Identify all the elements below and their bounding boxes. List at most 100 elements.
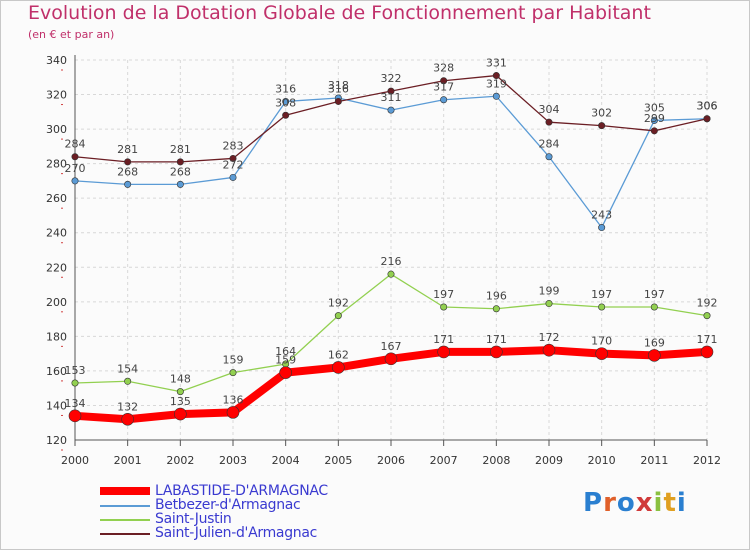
- data-point-betbezer-d-armagnac-2010: [598, 224, 606, 232]
- y-tick-label-220: 220: [46, 261, 67, 274]
- axes: 120 140 160 180 200 220 240 260 280 300 320 340 2000…: [46, 54, 721, 467]
- data-label-saint-justin-2001: 154: [117, 362, 138, 375]
- y-tick-label-280: 280: [46, 158, 67, 171]
- data-point-labastide-d-armagnac-2003: [226, 406, 240, 419]
- data-label-saint-julien-d-armagnac-2009: 304: [539, 103, 560, 116]
- data-label-labastide-d-armagnac-2010: 170: [591, 335, 612, 348]
- data-point-saint-justin-2006: [387, 270, 395, 278]
- data-point-saint-justin-2005: [334, 312, 342, 320]
- legend-swatch-betbezer: [100, 505, 150, 507]
- data-label-labastide-d-armagnac-2002: 135: [170, 395, 191, 408]
- data-label-labastide-d-armagnac-2011: 169: [644, 336, 665, 349]
- data-label-saint-julien-d-armagnac-2011: 299: [644, 112, 665, 125]
- data-point-saint-justin-2007: [440, 303, 448, 311]
- x-tick-label-2012: 2012: [693, 454, 721, 467]
- data-point-labastide-d-armagnac-2000: [68, 409, 82, 423]
- data-label-saint-justin-2009: 199: [539, 285, 560, 298]
- logo-letter: i: [653, 488, 664, 518]
- legend-swatch-labastide: [100, 487, 150, 495]
- data-label-saint-julien-d-armagnac-2003: 283: [223, 139, 244, 152]
- y-tick-label-240: 240: [46, 227, 67, 240]
- data-point-betbezer-d-armagnac-2004: [282, 97, 290, 105]
- data-point-betbezer-d-armagnac-2000: [71, 177, 79, 185]
- data-label-betbezer-d-armagnac-2002: 268: [170, 165, 191, 178]
- data-point-saint-justin-2011: [650, 303, 658, 311]
- data-label-saint-julien-d-armagnac-2007: 328: [433, 62, 454, 75]
- data-label-betbezer-d-armagnac-2008: 319: [486, 77, 507, 90]
- data-point-labastide-d-armagnac-2005: [332, 361, 345, 374]
- data-label-saint-justin-2004: 164: [275, 345, 296, 358]
- data-label-saint-julien-d-armagnac-2001: 281: [117, 143, 138, 156]
- legend-label-saint-julien: Saint-Julien-d'Armagnac: [155, 525, 318, 541]
- data-point-saint-justin-2002: [176, 388, 184, 396]
- logo-letter: t: [663, 488, 677, 518]
- y-tick-label-300: 300: [46, 123, 67, 136]
- data-point-labastide-d-armagnac-2004: [279, 366, 292, 379]
- data-point-saint-julien-d-armagnac-2006: [387, 87, 395, 95]
- logo-letter: x: [635, 488, 654, 518]
- data-point-betbezer-d-armagnac-2002: [176, 180, 184, 188]
- data-point-labastide-d-armagnac-2002: [174, 407, 187, 421]
- legend-label-saint-justin: Saint-Justin: [155, 511, 232, 527]
- data-point-saint-julien-d-armagnac-2000: [71, 153, 79, 161]
- chart-title: Evolution de la Dotation Globale de Fonc…: [28, 2, 651, 24]
- legend-swatch-saint-julien: [100, 533, 150, 535]
- x-tick-label-2000: 2000: [61, 454, 89, 467]
- data-point-labastide-d-armagnac-2006: [384, 352, 398, 366]
- legend-swatch-saint-justin: [100, 519, 150, 521]
- data-point-saint-justin-2009: [545, 300, 553, 308]
- data-point-betbezer-d-armagnac-2009: [545, 153, 553, 161]
- data-label-labastide-d-armagnac-2005: 162: [328, 348, 349, 361]
- data-label-betbezer-d-armagnac-2004: 316: [275, 82, 296, 95]
- data-point-labastide-d-armagnac-2008: [490, 345, 503, 359]
- data-point-saint-justin-2000: [71, 379, 79, 387]
- data-point-betbezer-d-armagnac-2001: [124, 180, 132, 188]
- data-label-labastide-d-armagnac-2012: 171: [697, 333, 718, 346]
- logo-letter: r: [603, 488, 617, 518]
- data-point-saint-julien-d-armagnac-2011: [650, 127, 658, 135]
- data-label-betbezer-d-armagnac-2001: 268: [117, 165, 138, 178]
- x-tick-label-2008: 2008: [482, 454, 510, 467]
- y-tick-label-200: 200: [46, 296, 67, 309]
- x-tick-label-2007: 2007: [430, 454, 458, 467]
- data-point-labastide-d-armagnac-2001: [121, 412, 134, 426]
- data-label-saint-julien-d-armagnac-2002: 281: [170, 143, 191, 156]
- data-label-betbezer-d-armagnac-2003: 272: [223, 158, 244, 171]
- x-tick-label-2005: 2005: [324, 454, 352, 467]
- data-point-saint-julien-d-armagnac-2005: [334, 97, 342, 105]
- chart-subtitle: (en € et par an): [28, 28, 115, 41]
- y-tick-label-260: 260: [46, 192, 67, 205]
- legend-label-labastide: LABASTIDE-D'ARMAGNAC: [155, 483, 328, 499]
- data-label-labastide-d-armagnac-2007: 171: [433, 333, 454, 346]
- y-tick-label-120: 120: [46, 434, 67, 447]
- x-tick-label-2010: 2010: [588, 454, 616, 467]
- legend-label-betbezer: Betbezer-d'Armagnac: [155, 497, 301, 513]
- data-label-saint-justin-2005: 192: [328, 297, 349, 310]
- data-label-labastide-d-armagnac-2009: 172: [539, 331, 560, 344]
- data-point-saint-julien-d-armagnac-2010: [598, 122, 606, 130]
- data-label-saint-justin-2000: 153: [65, 364, 86, 377]
- y-tick-label-340: 340: [46, 54, 67, 67]
- data-label-saint-julien-d-armagnac-2012: 306: [697, 100, 718, 113]
- data-point-betbezer-d-armagnac-2007: [440, 96, 448, 104]
- data-point-labastide-d-armagnac-2011: [648, 349, 661, 362]
- data-point-saint-justin-2001: [124, 377, 132, 385]
- data-point-labastide-d-armagnac-2007: [437, 345, 450, 359]
- data-point-betbezer-d-armagnac-2008: [492, 92, 500, 100]
- proxiti-logo: Proxiti: [583, 488, 687, 518]
- data-label-betbezer-d-armagnac-2009: 284: [539, 138, 560, 151]
- data-point-saint-julien-d-armagnac-2008: [492, 72, 500, 80]
- data-label-saint-justin-2003: 159: [223, 354, 244, 367]
- y-tick-label-180: 180: [46, 330, 67, 343]
- data-label-saint-julien-d-armagnac-2004: 308: [275, 96, 296, 109]
- data-label-saint-julien-d-armagnac-2000: 284: [65, 138, 86, 151]
- data-point-saint-julien-d-armagnac-2001: [124, 158, 132, 166]
- data-label-saint-julien-d-armagnac-2010: 302: [591, 107, 612, 120]
- data-point-saint-julien-d-armagnac-2012: [703, 115, 711, 123]
- data-label-betbezer-d-armagnac-2011: 305: [644, 101, 665, 114]
- data-label-betbezer-d-armagnac-2010: 243: [591, 209, 612, 222]
- data-label-betbezer-d-armagnac-2012: 306: [697, 100, 718, 113]
